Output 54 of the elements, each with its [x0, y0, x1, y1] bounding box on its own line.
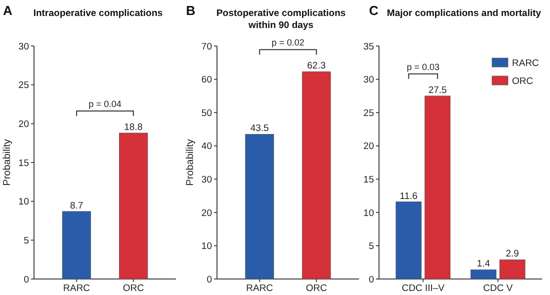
x-tick-label: RARC: [63, 283, 90, 294]
annotation: p = 0.04: [88, 98, 122, 109]
y-tick-label: 35: [363, 41, 374, 52]
y-tick-label: 10: [363, 208, 374, 219]
y-tick-label: 20: [201, 208, 212, 219]
chart-title: Postoperative complications within 90 days: [216, 8, 346, 31]
y-axis-title: Probability: [2, 139, 13, 186]
y-tick-label: 25: [18, 80, 29, 92]
y-axis-title: Probability: [185, 139, 196, 186]
bar: [424, 96, 450, 280]
text: A: [3, 3, 13, 18]
y-tick-label: 5: [368, 241, 374, 252]
y-tick-label: 30: [201, 174, 212, 186]
data-label: 11.6: [400, 190, 418, 202]
y-tick-label: 30: [18, 41, 29, 52]
y-tick-label: 5: [24, 235, 29, 246]
legend-label: ORC: [512, 76, 534, 87]
text: C: [369, 3, 379, 18]
y-tick-label: 15: [18, 158, 29, 169]
x-tick-label: ORC: [306, 283, 328, 294]
x-tick-label: CDC III–V: [402, 283, 446, 294]
chart-title: Intraoperative complications: [33, 8, 163, 19]
y-tick-label: 20: [363, 141, 374, 152]
y-tick-label: 0: [24, 274, 29, 286]
text: B: [186, 3, 196, 18]
data-label: 62.3: [307, 60, 326, 72]
data-label: 27.5: [428, 84, 447, 96]
x-tick-label: RARC: [246, 283, 274, 294]
data-label: 1.4: [476, 258, 490, 270]
y-tick-label: 20: [18, 118, 29, 130]
bar: [396, 202, 422, 280]
y-tick-label: 50: [201, 108, 212, 119]
bar: [499, 259, 526, 280]
y-tick-label: 0: [206, 274, 212, 286]
y-tick-label: 10: [18, 196, 29, 208]
y-tick-label: 15: [363, 174, 374, 186]
x-tick-label: CDC V: [483, 283, 514, 294]
annotation: p = 0.03: [406, 62, 440, 72]
data-label: 18.8: [124, 122, 143, 133]
y-tick-label: 10: [201, 241, 212, 252]
y-tick-label: 40: [201, 141, 212, 152]
data-label: 8.7: [70, 200, 84, 212]
x-tick-label: ORC: [122, 283, 144, 294]
y-tick-label: 70: [201, 41, 212, 52]
y-tick-label: 30: [363, 74, 374, 86]
data-label: 43.5: [250, 123, 269, 134]
annotation: p = 0.02: [272, 38, 304, 48]
y-tick-label: 0: [368, 274, 374, 286]
legend-label: RARC: [512, 58, 540, 69]
y-tick-label: 25: [363, 108, 374, 119]
bar: [470, 269, 496, 280]
data-label: 2.9: [506, 248, 519, 260]
chart-title: Major complications and mortality: [386, 8, 542, 19]
y-tick-label: 60: [201, 74, 212, 86]
